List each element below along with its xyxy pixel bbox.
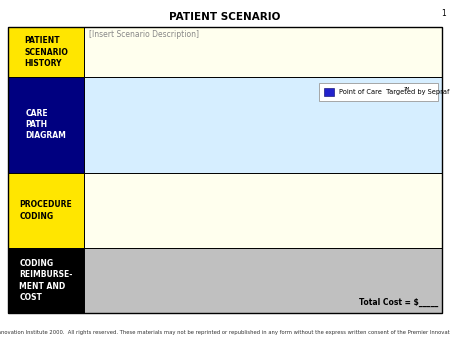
Text: [Insert Scenario Description]: [Insert Scenario Description] bbox=[90, 30, 199, 39]
Bar bbox=[84, 27, 442, 77]
Text: 1: 1 bbox=[441, 9, 446, 19]
Text: CARE
PATH
DIAGRAM: CARE PATH DIAGRAM bbox=[26, 109, 67, 141]
Text: PATIENT
SCENARIO
HISTORY: PATIENT SCENARIO HISTORY bbox=[24, 37, 68, 68]
Bar bbox=[8, 173, 84, 248]
Bar bbox=[8, 27, 442, 313]
Text: Total Cost = $_____: Total Cost = $_____ bbox=[359, 297, 438, 307]
Text: © Premier Innovation Institute 2000.  All rights reserved. These materials may n: © Premier Innovation Institute 2000. All… bbox=[0, 329, 450, 335]
Text: TM: TM bbox=[403, 87, 410, 91]
Text: CODING
REIMBURSE-
MENT AND
COST: CODING REIMBURSE- MENT AND COST bbox=[19, 259, 73, 302]
Bar bbox=[8, 248, 84, 313]
Bar bbox=[84, 77, 442, 173]
Text: PATIENT SCENARIO: PATIENT SCENARIO bbox=[169, 12, 281, 22]
Text: Point of Care  Targeted by Seprafilm: Point of Care Targeted by Seprafilm bbox=[339, 89, 450, 95]
Bar bbox=[324, 88, 334, 96]
Bar bbox=[319, 83, 438, 101]
Bar bbox=[84, 248, 442, 313]
Bar bbox=[8, 27, 84, 77]
Bar bbox=[8, 77, 84, 173]
Bar bbox=[84, 173, 442, 248]
Text: PROCEDURE
CODING: PROCEDURE CODING bbox=[20, 200, 72, 221]
